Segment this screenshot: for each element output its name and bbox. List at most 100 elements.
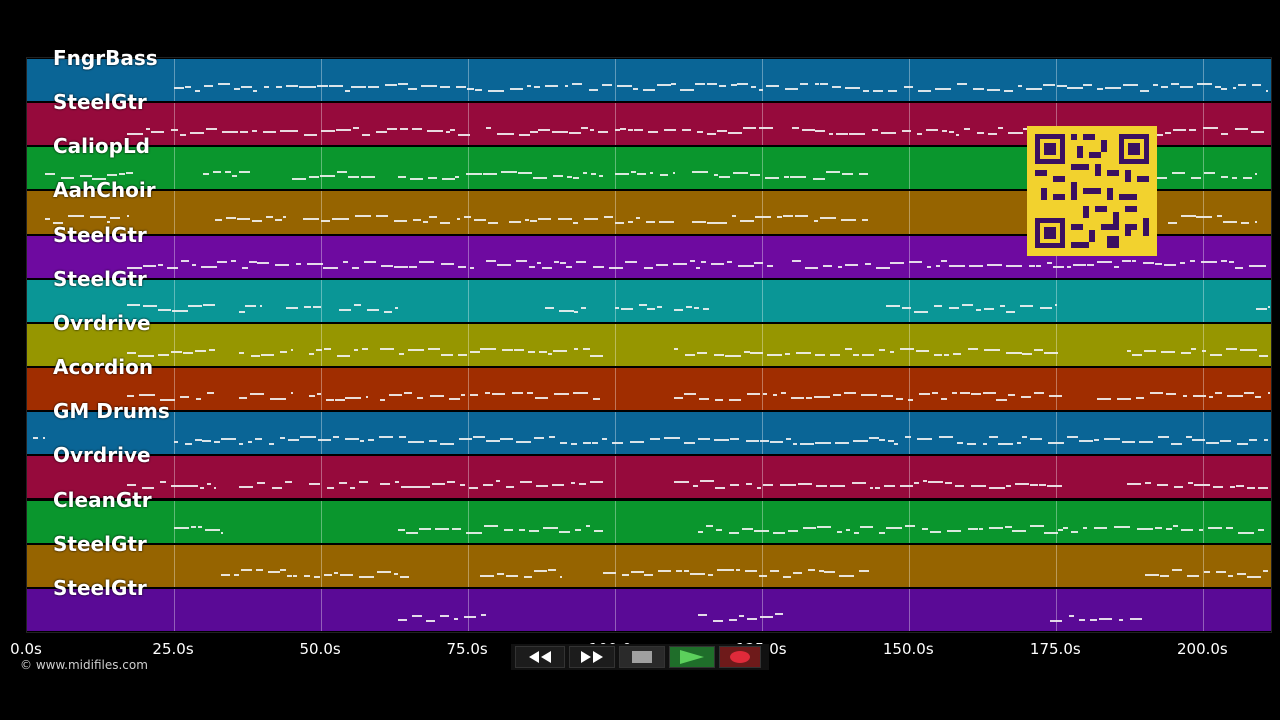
gridline: [909, 235, 911, 278]
note: [826, 171, 840, 174]
note: [632, 88, 639, 90]
note: [655, 263, 669, 266]
note: [876, 266, 890, 269]
note: [1181, 528, 1194, 531]
note: [648, 131, 658, 134]
note: [1226, 347, 1238, 350]
note: [510, 88, 524, 90]
note: [673, 481, 690, 484]
note: [157, 353, 170, 356]
note: [553, 175, 563, 178]
note: [620, 128, 626, 131]
note: [1237, 531, 1254, 534]
gridline: [468, 544, 470, 587]
note: [1052, 265, 1064, 268]
note: [220, 531, 223, 534]
note: [249, 260, 257, 263]
gridline: [174, 500, 176, 543]
track-13: [27, 587, 1271, 632]
note: [935, 264, 940, 267]
note: [933, 353, 943, 356]
gridline: [909, 59, 911, 102]
note: [536, 485, 549, 488]
note: [591, 173, 597, 176]
rewind-button[interactable]: [515, 646, 565, 668]
gridline: [1056, 279, 1058, 322]
note: [736, 83, 749, 85]
note: [194, 439, 202, 442]
note: [643, 266, 654, 269]
note: [350, 487, 355, 490]
note: [1066, 265, 1071, 268]
note: [1087, 263, 1095, 266]
note: [1099, 617, 1113, 620]
note: [814, 442, 831, 445]
note: [1152, 84, 1158, 86]
note: [706, 83, 717, 85]
note: [1096, 88, 1104, 90]
note: [603, 571, 617, 574]
note: [345, 90, 350, 92]
fast-forward-button[interactable]: [569, 646, 615, 668]
note: [633, 129, 643, 132]
note: [524, 575, 532, 578]
note: [274, 263, 289, 266]
note: [352, 266, 360, 269]
note: [988, 487, 1006, 490]
track-name-label: CaliopLd: [53, 134, 151, 159]
note: [816, 485, 828, 488]
note: [1190, 259, 1195, 262]
note: [1132, 353, 1142, 356]
note: [1136, 527, 1153, 530]
note: [861, 353, 874, 356]
gridline: [1203, 500, 1205, 543]
gridline: [762, 147, 764, 190]
stop-button[interactable]: [619, 646, 665, 668]
note: [1015, 483, 1030, 486]
note: [466, 173, 483, 176]
gridline: [1056, 323, 1058, 367]
note: [238, 443, 244, 446]
note: [203, 85, 213, 87]
note: [1056, 85, 1067, 87]
note: [1126, 349, 1131, 352]
note: [615, 173, 629, 176]
play-button[interactable]: [669, 646, 715, 668]
note: [575, 260, 587, 263]
note: [1236, 572, 1247, 575]
note: [379, 347, 394, 350]
note: [612, 442, 623, 445]
note: [1155, 526, 1162, 529]
note: [335, 129, 351, 132]
note: [859, 173, 869, 176]
gridline: [909, 103, 911, 146]
note: [728, 531, 740, 534]
note: [879, 439, 885, 442]
note: [440, 86, 451, 88]
note: [1028, 264, 1035, 267]
note: [796, 351, 811, 354]
note: [769, 569, 779, 572]
note: [353, 303, 361, 306]
gridline: [762, 588, 764, 631]
note: [1163, 263, 1176, 266]
note: [580, 306, 586, 309]
note: [728, 132, 742, 135]
note: [506, 574, 518, 577]
note: [713, 353, 724, 356]
note: [465, 531, 482, 534]
note: [1215, 570, 1227, 573]
note: [615, 306, 619, 309]
note: [1016, 442, 1021, 445]
note: [225, 171, 232, 174]
gridline: [615, 500, 617, 543]
note: [1068, 614, 1074, 617]
note: [1227, 574, 1234, 577]
play-icon: [680, 650, 704, 664]
note: [1040, 306, 1053, 309]
record-button[interactable]: [719, 646, 761, 668]
track-11: [27, 499, 1271, 544]
note: [988, 526, 1004, 529]
note: [1122, 441, 1135, 444]
note: [685, 305, 693, 308]
